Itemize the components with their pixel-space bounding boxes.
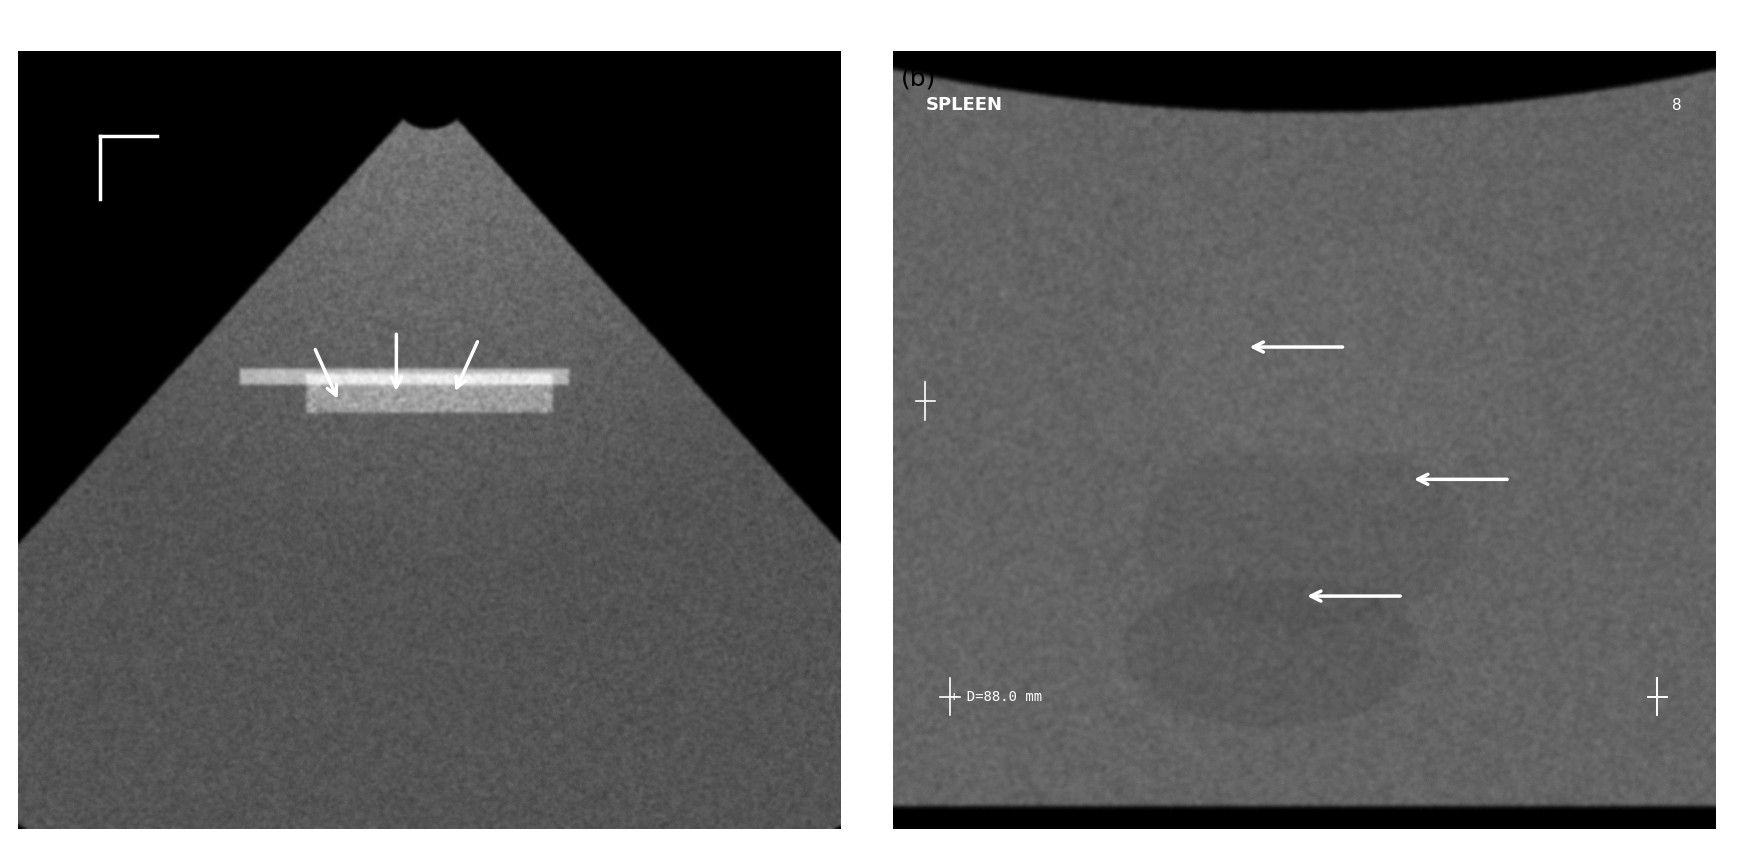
Text: (a): (a): [26, 66, 61, 91]
Text: (b): (b): [901, 66, 936, 91]
Text: SPLEEN: SPLEEN: [926, 96, 1003, 114]
Text: + D=88.0 mm: + D=88.0 mm: [950, 689, 1043, 704]
Text: 8: 8: [1673, 98, 1682, 113]
